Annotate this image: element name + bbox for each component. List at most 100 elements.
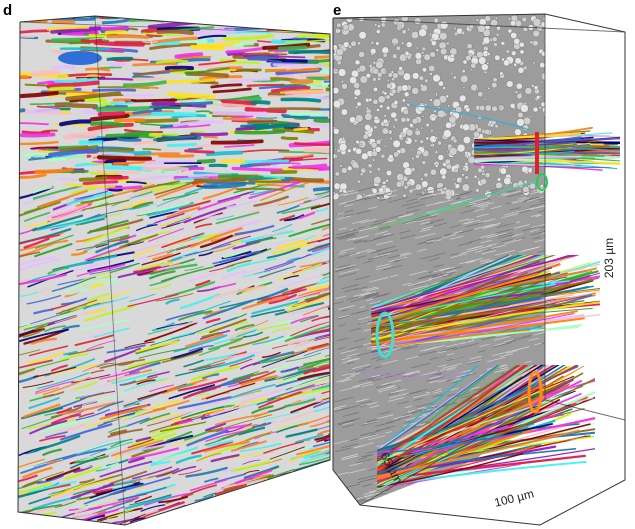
fiber-segment xyxy=(322,308,330,319)
fiber-segment xyxy=(292,377,319,388)
em-axon-profile xyxy=(496,177,502,182)
em-axon-profile xyxy=(425,136,430,141)
em-fiber-texture xyxy=(501,238,515,243)
em-fiber-texture xyxy=(383,379,402,385)
em-fiber-texture xyxy=(342,234,356,238)
em-axon-profile xyxy=(454,183,461,189)
em-fiber-texture xyxy=(365,298,374,302)
em-axon-profile xyxy=(535,95,541,100)
em-axon-profile xyxy=(401,98,406,103)
fiber-segment xyxy=(132,62,178,67)
em-fiber-texture xyxy=(458,229,475,234)
fiber-segment xyxy=(95,239,129,254)
em-fiber-texture xyxy=(372,501,392,505)
fiber-segment xyxy=(311,236,330,253)
fiber-segment xyxy=(78,333,105,341)
em-fiber-texture xyxy=(437,350,447,354)
em-axon-profile xyxy=(372,67,379,75)
fiber-segment xyxy=(238,426,266,436)
fiber-segment xyxy=(288,449,321,463)
fiber-segment xyxy=(199,347,220,356)
fiber-segment xyxy=(154,337,172,344)
em-fiber-texture xyxy=(379,197,392,201)
fiber-segment xyxy=(302,502,322,509)
fiber-segment xyxy=(65,183,116,188)
fiber-segment xyxy=(248,25,302,29)
em-axon-profile xyxy=(377,76,382,81)
em-fiber-texture xyxy=(375,499,384,503)
fiber-segment xyxy=(83,305,136,322)
em-fiber-texture xyxy=(356,209,371,215)
em-axon-profile xyxy=(462,86,466,90)
em-fiber-texture xyxy=(476,473,496,479)
fiber-segment xyxy=(83,302,100,310)
large-blue-cell xyxy=(58,51,102,65)
fiber-segment xyxy=(99,102,115,107)
em-axon-profile xyxy=(438,80,444,87)
fiber-segment xyxy=(278,347,312,360)
fiber-segment xyxy=(50,364,68,372)
fiber-segment xyxy=(162,78,216,84)
fiber-segment xyxy=(188,345,214,352)
fiber-segment xyxy=(243,423,259,428)
em-fiber-texture xyxy=(363,366,371,369)
fiber-segment xyxy=(134,398,181,415)
fiber-segment xyxy=(105,133,154,139)
fiber-segment xyxy=(153,16,188,19)
em-axon-profile xyxy=(532,40,539,47)
fiber-segment xyxy=(276,419,315,430)
fiber-segment xyxy=(257,397,276,405)
fiber-segment xyxy=(138,347,187,359)
em-fiber-texture xyxy=(344,288,358,293)
fiber-segment xyxy=(298,211,316,220)
em-axon-profile xyxy=(405,138,408,142)
fiber-segment xyxy=(18,322,31,328)
em-axon-profile xyxy=(385,179,389,183)
em-fiber-texture xyxy=(460,209,476,214)
fiber-segment xyxy=(76,266,111,277)
em-axon-profile xyxy=(503,59,510,67)
fiber-segment xyxy=(151,446,199,465)
fiber-segment xyxy=(22,380,54,388)
em-axon-profile xyxy=(370,141,378,149)
em-fiber-texture xyxy=(341,309,349,312)
em-fiber-texture xyxy=(409,270,429,276)
em-fiber-texture xyxy=(364,292,379,297)
fiber-segment xyxy=(110,438,133,448)
em-fiber-texture xyxy=(345,375,356,379)
em-axon-profile xyxy=(433,109,437,113)
fiber-segment xyxy=(274,16,301,21)
fiber-segment xyxy=(142,166,189,171)
em-fiber-texture xyxy=(483,484,497,489)
fiber-segment xyxy=(46,80,100,89)
fiber-segment xyxy=(199,234,233,249)
fiber-segment xyxy=(311,377,330,392)
em-fiber-texture xyxy=(389,392,410,399)
em-axon-profile xyxy=(531,84,535,88)
fiber-segment xyxy=(96,116,122,123)
fiber-segment xyxy=(216,354,255,368)
em-fiber-texture xyxy=(484,259,494,263)
fiber-segment xyxy=(306,229,330,245)
em-fiber-texture xyxy=(349,468,367,474)
fiber-segment xyxy=(134,495,152,503)
fiber-segment xyxy=(166,245,188,254)
fiber-segment xyxy=(18,16,36,19)
fiber-segment xyxy=(214,414,261,426)
em-fiber-texture xyxy=(425,240,439,245)
fiber-segment xyxy=(279,272,329,289)
fiber-segment xyxy=(54,500,77,509)
fiber-segment xyxy=(89,121,125,128)
em-fiber-texture xyxy=(335,236,345,240)
fiber-segment xyxy=(212,353,246,363)
fiber-segment xyxy=(285,352,322,363)
fiber-segment xyxy=(246,508,277,516)
fiber-segment xyxy=(277,197,309,206)
fiber-segment xyxy=(179,523,193,525)
fiber-segment xyxy=(23,237,50,249)
fiber-segment xyxy=(168,521,193,525)
fiber-segment xyxy=(198,59,236,66)
fiber-segment xyxy=(127,186,163,198)
em-fiber-texture xyxy=(336,229,357,236)
em-fiber-texture xyxy=(458,218,469,222)
